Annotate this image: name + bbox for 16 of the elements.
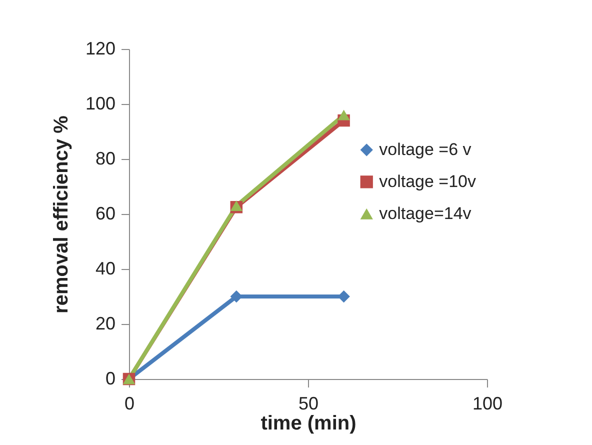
x-tick-label: 100	[472, 394, 503, 414]
x-tick-label: 0	[124, 394, 135, 414]
legend-label: voltage =6 v	[379, 140, 472, 159]
y-axis-title: removal efficiency %	[50, 115, 72, 314]
y-tick-label: 100	[85, 94, 116, 114]
legend-label: voltage =10v	[379, 172, 476, 191]
y-tick-label: 80	[95, 148, 116, 168]
x-axis-title: time (min)	[260, 412, 356, 434]
y-tick-label: 20	[95, 314, 116, 334]
y-tick-label: 40	[95, 258, 116, 278]
y-tick-label: 60	[95, 204, 116, 224]
y-tick-label: 0	[105, 368, 116, 388]
y-tick-label: 120	[85, 38, 116, 58]
point	[338, 110, 350, 120]
x-tick-label: 50	[298, 394, 319, 414]
legend-label: voltage=14v	[379, 204, 472, 223]
